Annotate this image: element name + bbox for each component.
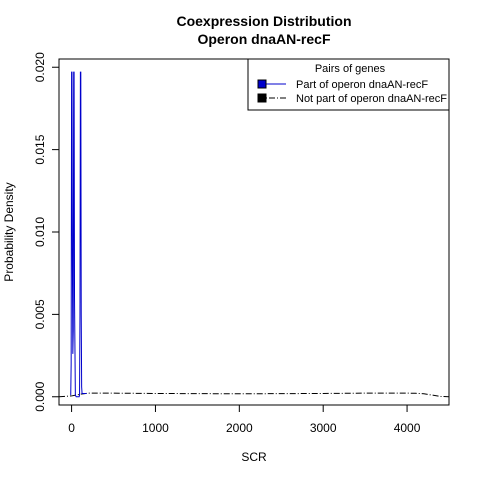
x-tick-label: 2000 — [226, 421, 253, 435]
y-axis: 0.000 0.005 0.010 0.015 0.020 — [33, 52, 60, 412]
series-line-0 — [70, 71, 87, 398]
y-tick-label: 0.000 — [33, 381, 47, 411]
plot-series — [58, 71, 450, 398]
x-axis: 0 1000 2000 3000 4000 — [68, 404, 421, 435]
y-tick-label: 0.010 — [33, 217, 47, 247]
legend: Pairs of genes Part of operon dnaAN-recF… — [247, 58, 450, 111]
legend-title: Pairs of genes — [315, 63, 386, 75]
legend-swatch-part-of-operon — [257, 79, 267, 89]
y-tick-label: 0.015 — [33, 134, 47, 164]
x-tick-label: 0 — [68, 421, 75, 435]
y-tick-label: 0.020 — [33, 52, 47, 82]
legend-swatch-not-part-of-operon — [257, 93, 267, 103]
chart-title: Coexpression Distribution — [176, 13, 351, 29]
x-axis-label: SCR — [241, 450, 267, 464]
x-tick-label: 1000 — [142, 421, 169, 435]
y-axis-label: Probability Density — [2, 182, 16, 281]
chart-subtitle: Operon dnaAN-recF — [197, 31, 330, 47]
series-line-1 — [58, 392, 450, 398]
legend-label-not-part-of-operon: Not part of operon dnaAN-recF — [296, 93, 447, 105]
legend-label-part-of-operon: Part of operon dnaAN-recF — [296, 79, 428, 91]
x-tick-label: 3000 — [310, 421, 337, 435]
y-tick-label: 0.005 — [33, 299, 47, 329]
x-tick-label: 4000 — [394, 421, 421, 435]
